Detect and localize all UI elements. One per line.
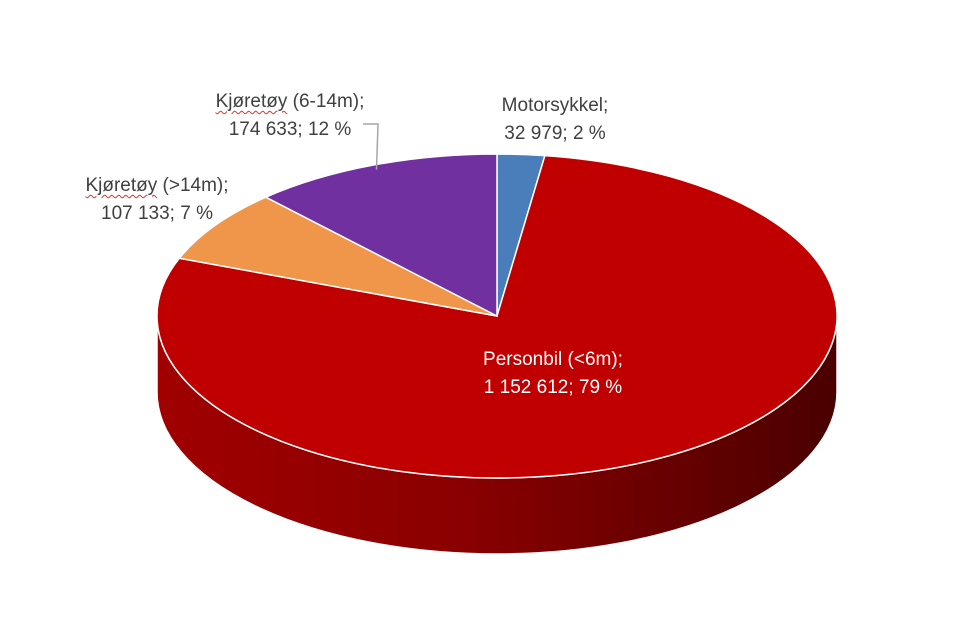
label-kjoretoy-6-14m-value: 174 633; 12 % [228,119,352,140]
label-personbil-value: 1 152 612; 79 % [483,377,623,398]
leader-line-kjoretoy-6-14m [363,123,379,170]
label-kjoretoy-gt14m-name: Kjøretøy (>14m); [62,172,252,200]
label-kjoretoy-gt14m-word: Kjøretøy [85,175,158,196]
data-label-kjoretoy-6-14m: Kjøretøy (6-14m); 174 633; 12 % [190,88,390,144]
data-label-motorsykkel: Motorsykkel; 32 979; 2 % [470,92,640,148]
label-personbil-name: Personbil (<6m); [483,349,623,370]
label-kjoretoy-gt14m-value: 107 133; 7 % [101,203,213,224]
label-motorsykkel-value: 32 979; 2 % [504,123,606,144]
label-motorsykkel-name: Motorsykkel; [501,95,609,116]
label-kjoretoy-gt14m-rest: (>14m); [157,175,229,196]
label-kjoretoy-6-14m-word: Kjøretøy [215,91,288,112]
label-kjoretoy-6-14m-rest: (6-14m); [287,91,365,112]
data-label-personbil: Personbil (<6m); 1 152 612; 79 % [448,346,658,402]
label-kjoretoy-6-14m-name: Kjøretøy (6-14m); [190,88,390,116]
pie-slice-kj-ret-y-6-14m [264,153,498,318]
pie-slice-kj-ret-y-14m [177,196,498,317]
data-label-kjoretoy-gt14m: Kjøretøy (>14m); 107 133; 7 % [62,172,252,228]
